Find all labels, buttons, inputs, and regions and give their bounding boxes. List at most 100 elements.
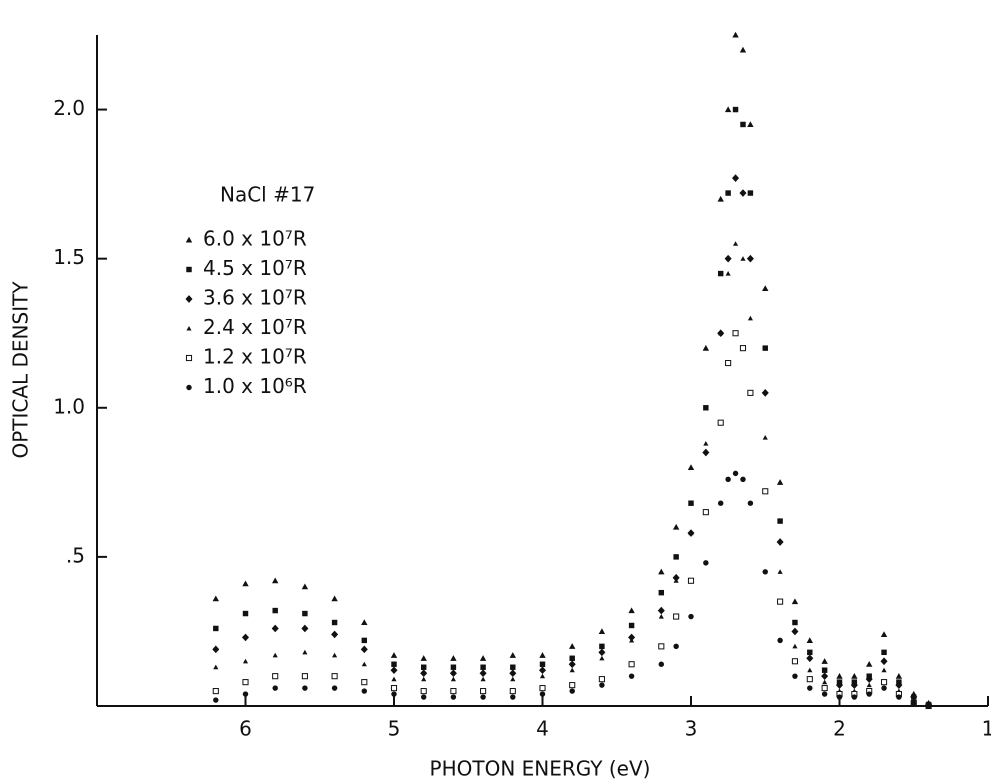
marker bbox=[569, 682, 576, 689]
marker bbox=[509, 688, 516, 695]
marker bbox=[724, 106, 732, 113]
marker bbox=[725, 190, 731, 196]
marker bbox=[272, 652, 278, 658]
marker bbox=[703, 405, 709, 411]
marker bbox=[895, 681, 903, 689]
marker bbox=[242, 658, 249, 664]
marker bbox=[672, 573, 680, 582]
marker bbox=[791, 658, 799, 665]
marker bbox=[896, 694, 902, 700]
marker bbox=[792, 619, 798, 626]
marker bbox=[777, 598, 784, 605]
marker bbox=[628, 673, 635, 679]
marker bbox=[821, 685, 828, 692]
marker bbox=[213, 664, 219, 670]
marker bbox=[702, 344, 710, 351]
marker bbox=[628, 622, 635, 629]
marker bbox=[391, 661, 397, 667]
marker bbox=[747, 500, 754, 506]
marker bbox=[740, 256, 746, 261]
marker bbox=[717, 270, 724, 277]
marker bbox=[361, 619, 368, 626]
marker bbox=[776, 479, 784, 485]
x-tick-label: 1 bbox=[982, 717, 991, 741]
marker bbox=[836, 672, 843, 679]
marker bbox=[658, 643, 665, 650]
marker bbox=[777, 569, 783, 574]
marker bbox=[242, 679, 249, 686]
marker bbox=[331, 685, 338, 691]
marker bbox=[302, 610, 308, 617]
marker bbox=[213, 625, 219, 632]
marker bbox=[569, 667, 575, 673]
marker bbox=[717, 500, 724, 506]
marker bbox=[301, 624, 309, 633]
marker bbox=[658, 568, 665, 575]
marker bbox=[732, 106, 739, 113]
marker bbox=[673, 613, 680, 620]
marker bbox=[213, 697, 219, 703]
marker bbox=[569, 655, 575, 662]
marker bbox=[718, 330, 724, 336]
marker bbox=[421, 676, 427, 682]
marker bbox=[480, 664, 486, 670]
marker bbox=[703, 560, 709, 566]
marker bbox=[673, 643, 679, 650]
y-tick-label: 1.5 bbox=[53, 245, 85, 269]
marker bbox=[725, 359, 732, 367]
x-tick-label: 4 bbox=[536, 717, 549, 741]
marker bbox=[420, 688, 427, 695]
marker bbox=[420, 694, 427, 700]
marker bbox=[762, 435, 768, 440]
marker bbox=[657, 606, 665, 615]
marker bbox=[881, 649, 887, 656]
y-tick-label: .5 bbox=[66, 543, 85, 567]
legend-marker bbox=[186, 325, 192, 331]
legend-label: 2.4 x 10⁷R bbox=[203, 315, 307, 339]
marker bbox=[851, 694, 858, 700]
marker bbox=[510, 676, 516, 682]
marker bbox=[717, 195, 724, 202]
marker bbox=[910, 693, 918, 701]
y-axis-label: OPTICAL DENSITY bbox=[9, 281, 33, 459]
legend-marker bbox=[186, 266, 192, 273]
marker bbox=[762, 285, 769, 292]
marker bbox=[302, 649, 308, 655]
marker bbox=[821, 667, 828, 673]
marker bbox=[881, 685, 887, 691]
marker bbox=[658, 661, 665, 667]
marker bbox=[806, 637, 813, 643]
marker bbox=[420, 669, 428, 678]
marker bbox=[836, 694, 843, 700]
legend-label: 4.5 x 10⁷R bbox=[203, 256, 307, 280]
marker bbox=[599, 655, 605, 661]
marker bbox=[687, 464, 695, 470]
marker bbox=[391, 676, 397, 682]
marker bbox=[272, 685, 278, 691]
marker bbox=[866, 661, 873, 667]
marker bbox=[866, 691, 872, 697]
marker bbox=[725, 271, 731, 276]
marker bbox=[747, 315, 753, 321]
marker bbox=[807, 667, 813, 673]
marker bbox=[850, 681, 858, 689]
marker bbox=[598, 676, 605, 683]
marker bbox=[242, 691, 249, 697]
marker bbox=[331, 619, 338, 626]
marker bbox=[480, 676, 486, 682]
y-tick-label: 1.0 bbox=[53, 394, 85, 418]
x-axis-label: PHOTON ENERGY (eV) bbox=[430, 757, 651, 781]
marker bbox=[865, 675, 873, 683]
marker bbox=[732, 31, 739, 38]
y-tick-label: 2.0 bbox=[53, 96, 85, 120]
marker bbox=[599, 682, 605, 688]
marker bbox=[599, 643, 605, 650]
marker bbox=[687, 577, 695, 584]
marker bbox=[739, 46, 747, 53]
marker bbox=[272, 577, 279, 584]
legend-label: 6.0 x 10⁷R bbox=[203, 227, 307, 251]
marker bbox=[732, 470, 739, 477]
marker bbox=[739, 345, 747, 352]
marker bbox=[739, 189, 747, 197]
marker bbox=[242, 580, 249, 587]
